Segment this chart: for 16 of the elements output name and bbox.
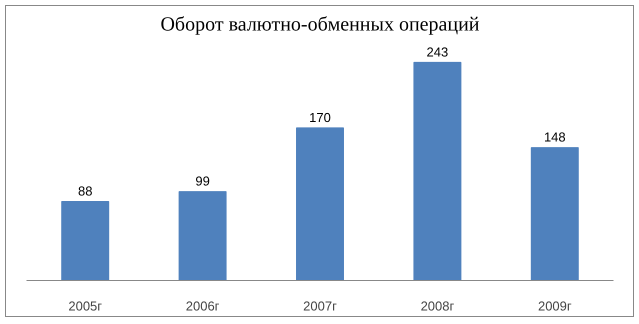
x-tick-label: 2007г (303, 298, 338, 314)
chart-title: Оборот валютно-обменных операций (160, 14, 480, 36)
x-tick-label: 2008г (420, 298, 454, 314)
bar (178, 191, 227, 280)
x-tick-label: 2005г (68, 298, 102, 314)
data-label: 99 (195, 174, 210, 189)
bar (530, 147, 579, 280)
bar (61, 200, 110, 280)
x-tick-label: 2009г (538, 298, 572, 314)
bar (413, 62, 462, 280)
data-label: 88 (78, 183, 92, 198)
data-label: 243 (426, 44, 448, 60)
bar (296, 127, 344, 280)
data-label: 170 (309, 110, 331, 125)
data-label: 148 (544, 130, 566, 145)
x-tick-label: 2006г (186, 298, 220, 314)
